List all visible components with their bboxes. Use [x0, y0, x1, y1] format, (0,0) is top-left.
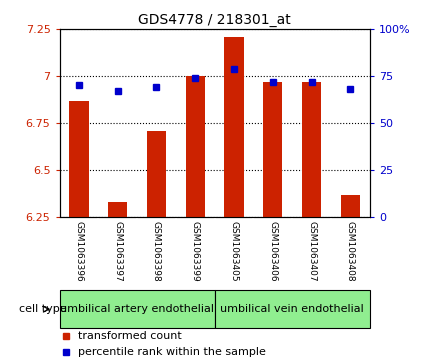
Text: GSM1063406: GSM1063406: [268, 221, 277, 281]
Bar: [186, 76, 205, 217]
Text: umbilical vein endothelial: umbilical vein endothelial: [220, 304, 364, 314]
Bar: [341, 195, 360, 217]
Text: GSM1063405: GSM1063405: [230, 221, 238, 281]
Bar: [69, 101, 88, 217]
Text: GSM1063399: GSM1063399: [191, 221, 200, 282]
Bar: [302, 82, 321, 217]
Text: GSM1063397: GSM1063397: [113, 221, 122, 282]
Bar: [215, 290, 370, 328]
Bar: [60, 290, 215, 328]
Text: GSM1063408: GSM1063408: [346, 221, 355, 281]
Text: GSM1063398: GSM1063398: [152, 221, 161, 282]
Text: transformed count: transformed count: [78, 331, 182, 341]
Text: umbilical artery endothelial: umbilical artery endothelial: [60, 304, 214, 314]
Text: percentile rank within the sample: percentile rank within the sample: [78, 347, 266, 356]
Bar: [147, 131, 166, 217]
Text: cell type: cell type: [19, 304, 67, 314]
Bar: [108, 202, 128, 217]
Text: GSM1063407: GSM1063407: [307, 221, 316, 281]
Text: GSM1063396: GSM1063396: [74, 221, 83, 282]
Bar: [224, 37, 244, 217]
Bar: [263, 82, 283, 217]
Title: GDS4778 / 218301_at: GDS4778 / 218301_at: [138, 13, 291, 26]
